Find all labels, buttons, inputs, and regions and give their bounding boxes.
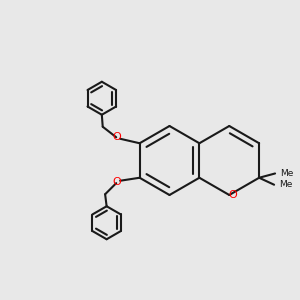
Text: O: O xyxy=(113,132,122,142)
Text: Me: Me xyxy=(280,169,294,178)
Text: Me: Me xyxy=(280,180,293,189)
Text: O: O xyxy=(229,190,237,200)
Text: O: O xyxy=(113,177,122,187)
